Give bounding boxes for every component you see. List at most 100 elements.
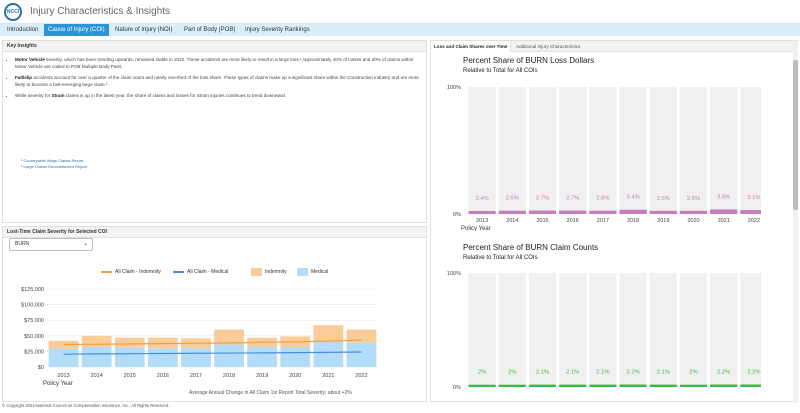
x-tick-label: 2019	[657, 218, 669, 224]
scrollbar-track[interactable]	[793, 42, 798, 403]
bar-background	[589, 87, 617, 214]
bar-medical	[48, 348, 79, 367]
data-label: 2%	[689, 370, 697, 376]
share-tabs: Loss and Claim Shares over Time Addition…	[431, 41, 797, 52]
loss-chart-title: Percent Share of BURN Loss Dollars	[463, 56, 595, 65]
bar-medical	[247, 347, 278, 367]
x-tick-label: 2021	[322, 373, 334, 379]
app-header: NCCI Injury Characteristics & Insights	[0, 0, 800, 24]
bar-share	[679, 210, 708, 214]
bar-background	[498, 87, 526, 214]
bar-indemnity	[81, 335, 112, 348]
bar-background	[589, 273, 617, 387]
x-tick-label: 2017	[597, 218, 609, 224]
bar-share	[740, 384, 761, 387]
tab-nature-of-injury[interactable]: Nature of Injury (NOI)	[115, 27, 173, 33]
bar-share	[528, 210, 557, 214]
y-tick-label: 100%	[447, 85, 461, 91]
y-tick-label: $75,000	[24, 318, 44, 324]
line-all-claim-indemnity	[63, 339, 362, 346]
bar-share	[649, 384, 677, 387]
bar-background	[710, 87, 738, 214]
bar-background	[679, 273, 708, 387]
tab-injury-severity-rankings[interactable]: Injury Severity Rankings	[245, 27, 310, 33]
app-title: Injury Characteristics & Insights	[30, 6, 171, 17]
data-label: 2.6%	[506, 196, 519, 202]
bar-medical	[181, 348, 211, 367]
severity-chart: $0 $25,000 $50,000 $75,000 $100,000 $125,000 2…	[21, 287, 378, 396]
footnote-link-large-claims[interactable]: ² Large Claims Deconstructed Report	[21, 163, 88, 169]
x-tick-label: 2018	[627, 218, 639, 224]
x-axis-title: Policy Year	[43, 381, 73, 387]
legend-label-indemnity-bar: Indemnity	[265, 269, 287, 275]
severity-panel: Lost-Time Claim Severity for Selected CO…	[2, 226, 427, 402]
bar-indemnity	[214, 329, 244, 345]
bar-medical	[81, 347, 112, 367]
tab-introduction[interactable]: Introduction	[7, 27, 39, 33]
data-label: 2.7%	[566, 196, 579, 202]
tab-additional-characteristics[interactable]: Additional Injury Characteristics	[516, 44, 581, 49]
severity-footer-note: Average Annual Change in All Claim 1st R…	[189, 390, 352, 396]
y-tick-label: 100%	[447, 271, 461, 277]
x-axis-title: Policy Year	[461, 226, 491, 231]
bar-indemnity	[346, 329, 377, 343]
bar-indemnity	[48, 340, 79, 349]
tab-loss-claim-shares[interactable]: Loss and Claim Shares over Time	[431, 41, 512, 52]
coi-select-value: BURN	[15, 241, 30, 247]
x-tick-label: 2016	[567, 218, 579, 224]
line-all-claim-medical	[63, 351, 362, 355]
claim-count-share-chart: 100% 0% 2% 2% 2.1% 2.1% 2.1% 2.2% 2.1% 2% 2.2% 2.2%	[447, 271, 761, 391]
x-tick-label: 2014	[91, 373, 103, 379]
chevron-down-icon: ⌄	[82, 241, 88, 247]
bar-background	[619, 273, 647, 387]
y-tick-label: $50,000	[24, 334, 44, 340]
footnote-link-wage-claims[interactable]: ¹ Countrywide Wage Claims Report	[21, 158, 84, 163]
data-label: 3.1%	[747, 195, 760, 201]
data-label: 2.4%	[475, 196, 488, 202]
data-label: 2.2%	[717, 369, 730, 375]
bar-medical	[313, 342, 344, 367]
loss-share-chart: 100% 0% 2.4% 2013 2.6% 2014 2.7% 2015 2.7% 2016 2.…	[447, 85, 761, 231]
bar-indemnity	[147, 337, 178, 349]
y-tick-label: $100,000	[21, 303, 44, 309]
x-tick-label: 2020	[289, 373, 301, 379]
legend-label-medical-line: All Claim - Medical	[187, 269, 229, 275]
x-tick-label: 2013	[476, 218, 488, 224]
tab-part-of-body[interactable]: Part of Body (POB)	[184, 27, 236, 33]
data-label: 3.6%	[717, 194, 730, 200]
x-tick-label: 2016	[157, 373, 169, 379]
data-label: 2.1%	[566, 370, 579, 376]
insight-fall-slip: Fall/slip accidents account for over a q…	[15, 75, 420, 88]
bar-share	[589, 384, 617, 387]
x-tick-label: 2017	[190, 373, 202, 379]
severity-header: Lost-Time Claim Severity for Selected CO…	[3, 227, 426, 238]
bar-share	[468, 384, 496, 387]
data-label: 2.1%	[536, 370, 549, 376]
coi-select[interactable]: BURN ⌄	[9, 238, 93, 251]
data-label: 2.5%	[687, 196, 700, 202]
x-tick-label: 2019	[256, 373, 268, 379]
legend-swatch-medical-bar	[297, 268, 308, 276]
data-label: 2.1%	[657, 370, 670, 376]
tab-cause-of-injury[interactable]: Cause of Injury (COI)	[44, 24, 109, 36]
count-chart-subtitle: Relative to Total for All COIs	[463, 255, 538, 261]
bar-share	[679, 384, 708, 387]
data-label: 2%	[478, 370, 486, 376]
x-tick-label: 2022	[355, 373, 367, 379]
x-tick-label: 2013	[57, 373, 69, 379]
bar-share	[740, 210, 761, 214]
count-chart-title: Percent Share of BURN Claim Counts	[463, 243, 599, 252]
data-label: 2.7%	[536, 196, 549, 202]
y-tick-label: $25,000	[24, 349, 44, 355]
bar-background	[619, 87, 647, 214]
bar-background	[468, 273, 496, 387]
data-label: 3.4%	[626, 195, 639, 201]
bar-medical	[346, 342, 377, 367]
y-tick-label: 0%	[453, 385, 461, 391]
bar-medical	[114, 347, 145, 367]
x-tick-label: 2021	[718, 218, 730, 224]
bar-background	[528, 87, 557, 214]
scrollbar-thumb[interactable]	[793, 60, 798, 210]
y-tick-label: $0	[38, 365, 44, 371]
bar-background	[679, 87, 708, 214]
